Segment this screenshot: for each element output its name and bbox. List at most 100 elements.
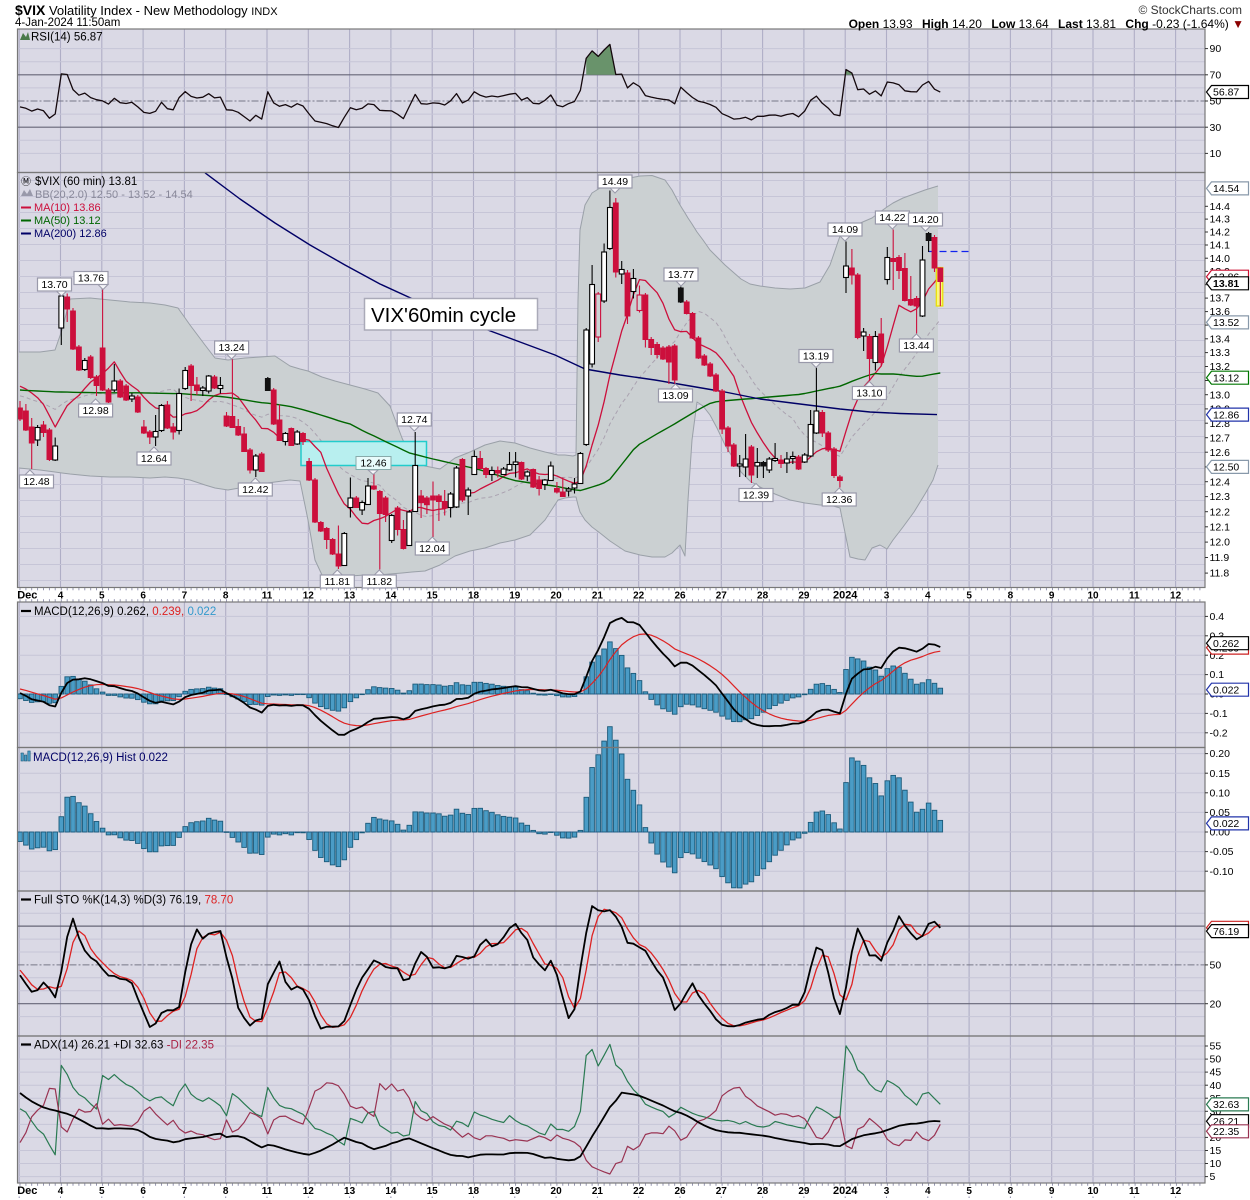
svg-text:-0.10: -0.10 [1210,866,1234,878]
svg-text:20: 20 [551,1186,563,1197]
svg-text:13.81: 13.81 [1213,278,1239,290]
svg-text:15: 15 [427,1186,439,1197]
svg-text:19: 19 [509,591,521,602]
svg-text:13: 13 [344,591,356,602]
svg-text:30: 30 [1210,1106,1222,1118]
svg-text:9: 9 [1049,1186,1055,1197]
svg-text:9: 9 [1049,591,1055,602]
svg-text:5: 5 [1210,1171,1216,1183]
svg-text:10: 10 [1210,1158,1222,1170]
svg-text:13.09: 13.09 [662,390,688,402]
svg-text:Dec: Dec [17,590,37,602]
svg-text:26: 26 [674,591,686,602]
svg-text:50: 50 [1210,96,1222,108]
svg-text:20: 20 [1210,998,1222,1010]
svg-text:14.09: 14.09 [832,224,858,236]
svg-text:3: 3 [884,1186,890,1197]
svg-text:10: 10 [1087,1186,1099,1197]
svg-text:22: 22 [633,1186,645,1197]
svg-text:14: 14 [385,1186,397,1197]
svg-text:18: 18 [468,1186,480,1197]
svg-text:4: 4 [58,591,64,602]
svg-text:5: 5 [99,591,105,602]
svg-text:12.7: 12.7 [1210,432,1231,444]
svg-text:14.3: 14.3 [1210,214,1231,226]
svg-text:0.20: 0.20 [1210,748,1231,760]
svg-text:13.7: 13.7 [1210,293,1231,305]
svg-text:MA(10) 13.86: MA(10) 13.86 [34,202,101,214]
svg-text:21: 21 [592,1186,604,1197]
svg-text:28: 28 [757,1186,769,1197]
svg-text:13.2: 13.2 [1210,361,1231,373]
svg-text:-0.1: -0.1 [1210,708,1228,720]
svg-text:RSI(14) 56.87: RSI(14) 56.87 [31,32,103,44]
svg-text:0.022: 0.022 [1213,818,1239,830]
svg-text:5: 5 [966,1186,972,1197]
svg-text:8: 8 [1008,1186,1014,1197]
svg-text:19: 19 [509,1186,521,1197]
svg-text:Ⓜ: Ⓜ [21,176,31,188]
svg-text:4: 4 [925,591,931,602]
svg-text:18: 18 [468,591,480,602]
svg-text:8: 8 [1008,591,1014,602]
svg-text:12.42: 12.42 [242,484,268,496]
svg-text:15: 15 [1210,1145,1222,1157]
svg-text:6: 6 [140,591,146,602]
svg-text:12: 12 [303,1186,315,1197]
svg-text:0.15: 0.15 [1210,768,1231,780]
svg-text:12.36: 12.36 [826,494,852,506]
svg-text:13.6: 13.6 [1210,306,1231,318]
svg-text:12.04: 12.04 [419,543,445,555]
svg-text:MA(200) 12.86: MA(200) 12.86 [34,228,107,240]
svg-text:29: 29 [798,1186,810,1197]
svg-text:12.0: 12.0 [1210,537,1231,549]
svg-text:11: 11 [1129,1186,1140,1197]
svg-text:Dec: Dec [17,1185,37,1197]
svg-text:10: 10 [1210,148,1222,160]
svg-text:55: 55 [1210,1041,1222,1053]
svg-text:0.262: 0.262 [1213,638,1239,650]
svg-text:50: 50 [1210,1054,1222,1066]
svg-text:22: 22 [633,591,645,602]
svg-text:11.82: 11.82 [367,576,393,588]
svg-text:13.19: 13.19 [803,351,829,363]
svg-text:22.35: 22.35 [1213,1126,1239,1138]
svg-text:12.86: 12.86 [1213,409,1239,421]
svg-text:28: 28 [757,591,769,602]
svg-text:12.74: 12.74 [401,414,427,426]
svg-text:50: 50 [1210,960,1222,972]
svg-text:MA(50) 13.12: MA(50) 13.12 [34,215,101,227]
svg-text:11: 11 [262,591,273,602]
svg-text:13.24: 13.24 [218,342,244,354]
svg-text:14: 14 [385,591,397,602]
svg-text:13.44: 13.44 [903,340,929,352]
svg-text:11: 11 [1129,591,1140,602]
svg-text:6: 6 [140,1186,146,1197]
svg-text:13.10: 13.10 [856,388,882,400]
svg-text:12.50: 12.50 [1213,462,1239,474]
svg-text:0.05: 0.05 [1210,807,1231,819]
svg-text:13.12: 13.12 [1213,372,1239,384]
svg-text:14.22: 14.22 [879,212,905,224]
svg-text:ADX(14) 26.21 +DI 32.63 -DI 22: ADX(14) 26.21 +DI 32.63 -DI 22.35 [34,1040,214,1052]
svg-text:12.64: 12.64 [141,453,167,465]
svg-text:5: 5 [966,591,972,602]
svg-text:MACD(12,26,9) 0.262, 0.239, 0.: MACD(12,26,9) 0.262, 0.239, 0.022 [34,606,216,618]
svg-text:BB(20,2.0) 12.50 - 13.52 - 14.: BB(20,2.0) 12.50 - 13.52 - 14.54 [35,189,193,201]
svg-text:29: 29 [798,591,810,602]
svg-text:4: 4 [925,1186,931,1197]
svg-text:12.2: 12.2 [1210,506,1231,518]
svg-text:27: 27 [716,1186,728,1197]
svg-text:12.48: 12.48 [23,476,49,488]
svg-text:0.022: 0.022 [1213,684,1239,696]
svg-text:MACD(12,26,9) Hist 0.022: MACD(12,26,9) Hist 0.022 [33,752,168,764]
svg-text:32.63: 32.63 [1213,1099,1239,1111]
svg-text:7: 7 [182,1186,188,1197]
svg-text:4: 4 [58,1186,64,1197]
svg-text:21: 21 [592,591,604,602]
svg-text:13.76: 13.76 [78,273,104,285]
svg-text:12.98: 12.98 [82,405,108,417]
svg-text:12.6: 12.6 [1210,447,1231,459]
svg-text:12.46: 12.46 [360,458,386,470]
svg-text:14.49: 14.49 [602,176,628,188]
